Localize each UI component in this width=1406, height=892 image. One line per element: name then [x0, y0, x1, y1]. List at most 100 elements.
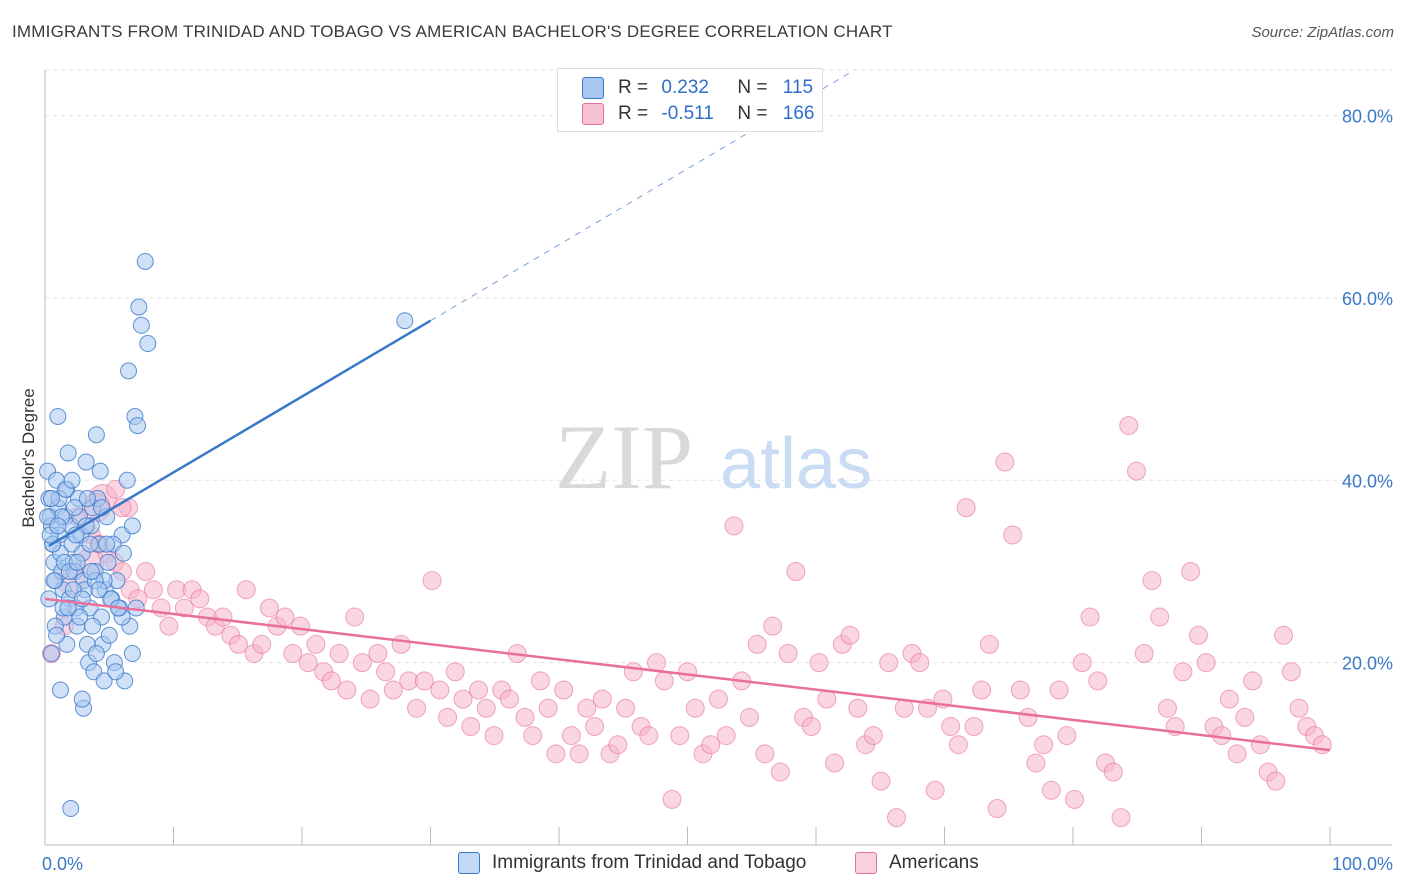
data-point-trinidad	[129, 417, 147, 435]
data-point-americans	[143, 580, 163, 600]
data-point-americans	[275, 607, 295, 627]
data-point-trinidad	[100, 626, 118, 644]
data-point-trinidad	[132, 316, 150, 334]
data-point-trinidad	[136, 252, 154, 270]
data-point-americans	[213, 607, 233, 627]
data-point-americans	[430, 680, 450, 700]
data-point-americans	[1181, 561, 1201, 581]
data-point-americans	[321, 671, 341, 691]
data-point-americans	[585, 716, 605, 736]
data-point-americans	[654, 671, 674, 691]
data-point-americans	[329, 644, 349, 664]
y-tick-label: 80.0%	[1342, 107, 1393, 127]
data-point-americans	[383, 680, 403, 700]
data-point-americans	[190, 589, 210, 609]
stats-legend: R = 0.232 N = 115 R = -0.511 N = 166	[557, 68, 823, 132]
data-point-americans	[1219, 689, 1239, 709]
data-point-americans	[476, 698, 496, 718]
data-point-americans	[376, 662, 396, 682]
y-tick-label: 60.0%	[1342, 289, 1393, 309]
data-point-americans	[670, 726, 690, 746]
data-point-americans	[422, 571, 442, 591]
data-point-americans	[910, 653, 930, 673]
data-point-trinidad	[42, 645, 60, 663]
data-point-americans	[461, 716, 481, 736]
data-point-trinidad	[91, 462, 109, 480]
data-point-trinidad	[66, 499, 84, 517]
data-point-americans	[236, 580, 256, 600]
data-point-trinidad	[123, 645, 141, 663]
data-point-americans	[306, 634, 326, 654]
data-point-americans	[724, 516, 744, 536]
data-point-americans	[499, 689, 519, 709]
chart-title: IMMIGRANTS FROM TRINIDAD AND TOBAGO VS A…	[12, 22, 893, 41]
data-point-americans	[407, 698, 427, 718]
data-point-americans	[623, 662, 643, 682]
data-point-americans	[1150, 607, 1170, 627]
data-point-americans	[345, 607, 365, 627]
data-point-americans	[1041, 780, 1061, 800]
data-point-trinidad	[82, 562, 100, 580]
data-point-americans	[716, 726, 736, 746]
data-point-trinidad	[62, 800, 80, 818]
data-point-americans	[538, 698, 558, 718]
data-point-americans	[1173, 662, 1193, 682]
data-point-americans	[368, 644, 388, 664]
data-point-americans	[1111, 808, 1131, 828]
data-point-americans	[515, 707, 535, 727]
data-point-trinidad	[77, 453, 95, 471]
data-point-americans	[1065, 789, 1085, 809]
data-point-americans	[1119, 416, 1139, 436]
data-point-americans	[639, 726, 659, 746]
data-point-americans	[1103, 762, 1123, 782]
data-point-americans	[1266, 771, 1286, 791]
data-point-americans	[546, 744, 566, 764]
data-point-americans	[1049, 680, 1069, 700]
data-point-americans	[840, 625, 860, 645]
data-point-trinidad	[81, 535, 99, 553]
legend-r-value: -0.511	[661, 103, 714, 124]
data-point-trinidad	[90, 581, 108, 599]
x-tick-label-max: 100.0%	[1332, 854, 1393, 874]
legend-n-label: N =	[737, 77, 768, 98]
data-point-trinidad	[71, 608, 89, 626]
data-point-americans	[391, 634, 411, 654]
data-point-americans	[972, 680, 992, 700]
data-point-trinidad	[107, 663, 125, 681]
source-credit: Source: ZipAtlas.com	[1251, 24, 1394, 41]
data-point-trinidad	[139, 335, 157, 353]
data-point-americans	[1034, 735, 1054, 755]
data-point-americans	[948, 735, 968, 755]
data-point-americans	[259, 598, 279, 618]
watermark-zip: ZIP	[555, 406, 693, 508]
data-point-americans	[678, 662, 697, 682]
legend-swatch-blue	[582, 77, 604, 99]
data-point-americans	[1010, 680, 1030, 700]
data-point-americans	[1196, 653, 1216, 673]
legend-n-label: N =	[737, 103, 768, 124]
data-point-americans	[685, 698, 705, 718]
data-point-americans	[848, 698, 868, 718]
axis-labels: 20.0% 40.0% 60.0% 80.0% 0.0% 100.0% Bachelor's…	[19, 107, 1393, 874]
data-point-trinidad	[123, 517, 141, 535]
data-point-americans	[1142, 571, 1162, 591]
data-point-americans	[577, 698, 597, 718]
data-point-americans	[616, 698, 636, 718]
series-trinidad	[39, 252, 414, 818]
data-point-americans	[964, 716, 984, 736]
x-tick-label-min: 0.0%	[42, 854, 83, 874]
data-point-trinidad	[118, 471, 136, 489]
data-point-trinidad	[93, 499, 111, 517]
data-point-trinidad	[59, 599, 77, 617]
data-point-americans	[739, 707, 759, 727]
data-point-americans	[438, 707, 458, 727]
legend-label-trinidad: Immigrants from Trinidad and Tobago	[492, 852, 807, 873]
data-point-americans	[871, 771, 891, 791]
data-point-trinidad	[49, 407, 67, 425]
data-point-americans	[708, 689, 728, 709]
data-point-americans	[468, 680, 488, 700]
y-tick-label: 20.0%	[1342, 654, 1393, 674]
data-point-americans	[995, 452, 1015, 472]
legend-swatch-pink	[855, 852, 877, 874]
